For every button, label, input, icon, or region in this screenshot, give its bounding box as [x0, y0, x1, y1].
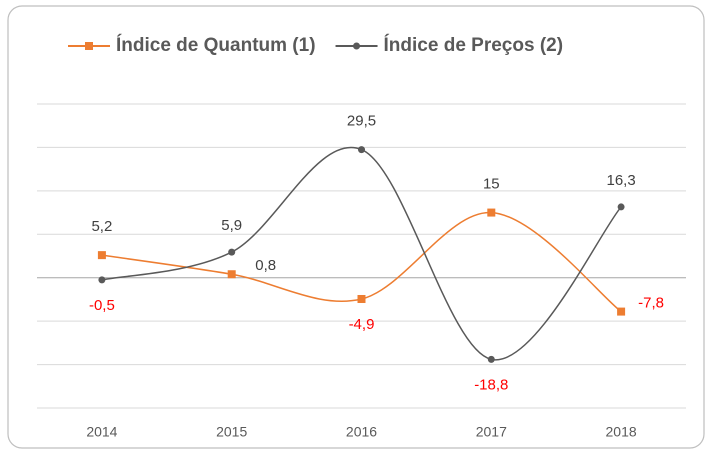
series-line [101, 211, 622, 313]
data-point [487, 208, 496, 217]
data-label: 15 [483, 176, 500, 193]
series-line [101, 146, 622, 361]
data-point [487, 355, 495, 363]
data-point [227, 270, 236, 279]
data-label: 29,5 [347, 113, 376, 130]
legend-marker [353, 42, 361, 50]
data-label: 5,2 [91, 218, 112, 235]
data-point [357, 294, 366, 303]
data-point [98, 276, 106, 284]
data-label: -0,5 [89, 297, 115, 314]
x-tick-label: 2016 [346, 424, 377, 440]
data-label: -7,8 [638, 295, 664, 312]
data-point [617, 203, 625, 211]
legend-marker [85, 42, 93, 50]
data-label: -18,8 [474, 376, 508, 393]
chart-frame [7, 5, 705, 449]
x-tick-label: 2014 [86, 424, 117, 440]
x-tick-label: 2017 [476, 424, 507, 440]
x-tick-label: 2015 [216, 424, 247, 440]
data-point [617, 307, 626, 316]
x-tick-label: 2018 [606, 424, 637, 440]
data-label: 5,9 [221, 217, 242, 234]
data-label: 0,8 [255, 257, 276, 274]
data-point [358, 146, 365, 154]
legend-label: Índice de Preços (2) [384, 34, 564, 56]
data-point [97, 251, 106, 260]
data-label: 16,3 [606, 172, 635, 189]
data-label: -4,9 [349, 316, 375, 333]
data-point [228, 248, 236, 256]
legend-label: Índice de Quantum (1) [116, 34, 316, 56]
